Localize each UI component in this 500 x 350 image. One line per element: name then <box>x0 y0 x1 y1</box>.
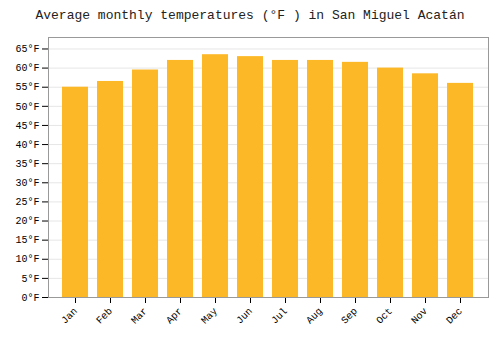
svg-text:May: May <box>199 306 220 327</box>
svg-text:50°F: 50°F <box>15 102 39 113</box>
svg-text:30°F: 30°F <box>15 178 39 189</box>
svg-text:60°F: 60°F <box>15 63 39 74</box>
svg-text:15°F: 15°F <box>15 235 39 246</box>
svg-text:Dec: Dec <box>444 306 465 327</box>
svg-text:Nov: Nov <box>409 306 430 327</box>
svg-text:Jun: Jun <box>234 306 255 327</box>
svg-text:Feb: Feb <box>94 306 115 327</box>
svg-text:25°F: 25°F <box>15 197 39 208</box>
svg-text:Aug: Aug <box>304 306 325 327</box>
html-text:Average monthly temperatures (: Average monthly temperatures (°F ) in Sa… <box>35 8 465 23</box>
svg-text:65°F: 65°F <box>15 44 39 55</box>
svg-text:35°F: 35°F <box>15 159 39 170</box>
svg-text:Apr: Apr <box>164 306 185 327</box>
svg-text:Oct: Oct <box>374 306 395 327</box>
svg-text:0°F: 0°F <box>21 293 39 304</box>
svg-text:10°F: 10°F <box>15 254 39 265</box>
svg-text:Jan: Jan <box>59 306 80 327</box>
svg-text:Jul: Jul <box>269 306 290 327</box>
svg-text:Sep: Sep <box>339 306 360 327</box>
svg-text:45°F: 45°F <box>15 121 39 132</box>
svg-text:40°F: 40°F <box>15 140 39 151</box>
svg-text:5°F: 5°F <box>21 274 39 285</box>
svg-text:Mar: Mar <box>129 306 150 327</box>
svg-text:20°F: 20°F <box>15 216 39 227</box>
svg-text:55°F: 55°F <box>15 82 39 93</box>
